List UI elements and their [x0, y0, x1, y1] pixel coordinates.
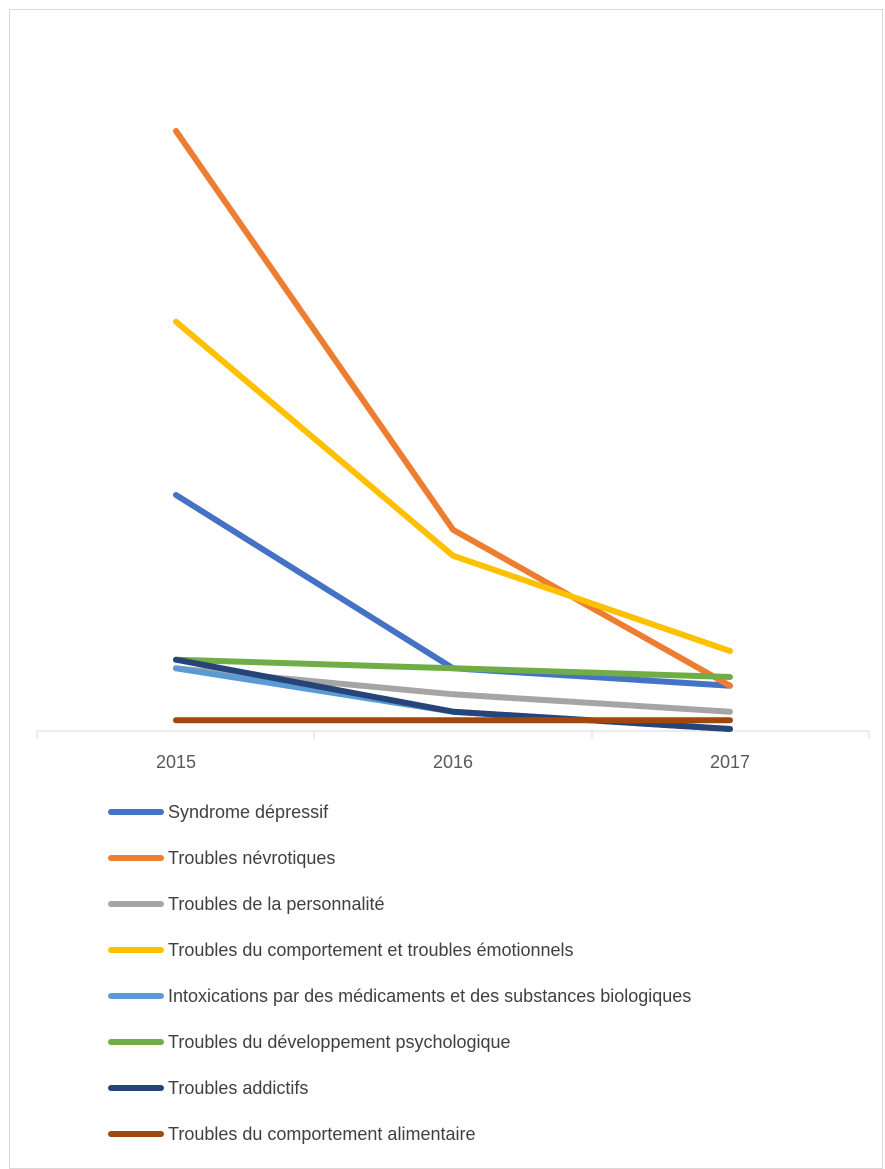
series-line [173, 656, 733, 680]
legend-label: Troubles addictifs [168, 1077, 309, 1098]
legend-swatch [108, 1039, 164, 1045]
legend-label: Syndrome dépressif [168, 801, 329, 822]
legend-swatch [108, 1085, 164, 1091]
series-layer [173, 128, 733, 732]
legend-item: Troubles de la personnalité [108, 888, 384, 920]
legend-item: Syndrome dépressif [108, 796, 328, 828]
legend-swatch [108, 901, 164, 907]
line-chart: 2015 2016 2017 [36, 128, 870, 772]
legend-item: Intoxications par des médicaments et des… [108, 980, 691, 1012]
legend-label: Troubles du développement psychologique [168, 1031, 511, 1052]
legend-swatch [108, 1131, 164, 1137]
x-tick-label: 2017 [710, 752, 750, 772]
legend-swatch [108, 809, 164, 815]
legend-label: Troubles du comportement alimentaire [168, 1123, 476, 1144]
legend-item: Troubles du développement psychologique [108, 1026, 511, 1058]
legend-label: Intoxications par des médicaments et des… [168, 985, 692, 1006]
chart-frame [9, 9, 883, 1169]
legend-item: Troubles du comportement et troubles émo… [108, 934, 574, 966]
legend-label: Troubles névrotiques [168, 847, 336, 868]
legend-item: Troubles addictifs [108, 1072, 308, 1104]
series-line [173, 318, 733, 654]
x-tick-label: 2015 [156, 752, 196, 772]
legend-swatch [108, 947, 164, 953]
legend-item: Troubles du comportement alimentaire [108, 1118, 475, 1150]
legend-swatch [108, 855, 164, 861]
legend-label: Troubles de la personnalité [168, 893, 385, 914]
legend-label: Troubles du comportement et troubles émo… [168, 939, 574, 960]
legend-swatch [108, 993, 164, 999]
series-line [173, 128, 733, 689]
legend-item: Troubles névrotiques [108, 842, 335, 874]
x-tick-label: 2016 [433, 752, 473, 772]
series-line [173, 492, 733, 689]
